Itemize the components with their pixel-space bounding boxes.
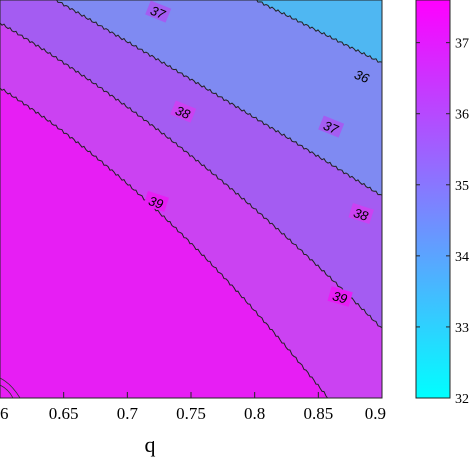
plot-area: 37 36 38 37 39 38 39: [0, 0, 382, 398]
svg-text:37: 37: [148, 3, 168, 23]
contour-label-37-right: 37: [318, 115, 345, 138]
svg-text:39: 39: [147, 193, 165, 212]
x-axis-label: q: [145, 432, 156, 457]
contour-label-36: 36: [349, 64, 376, 87]
x-tick-label: 6: [0, 404, 9, 423]
x-tick-label: 0.7: [117, 404, 139, 423]
svg-text:37: 37: [321, 118, 341, 138]
x-ticks: [0, 392, 383, 398]
x-tick-label: 0.9: [365, 404, 386, 423]
contour-line-38: [0, 22, 382, 329]
colorbar-tick-labels: 32 33 34 35 36 37: [455, 37, 469, 407]
corner-artifact: [0, 377, 21, 398]
svg-text:36: 36: [352, 67, 372, 87]
contour-line-39: [0, 87, 329, 398]
svg-text:38: 38: [173, 103, 193, 123]
colorbar-tick-label: 32: [455, 392, 469, 407]
colorbar-tick-label: 35: [455, 179, 469, 194]
x-tick-label: 0.65: [49, 404, 79, 423]
contour-line-36: [256, 0, 382, 64]
svg-text:39: 39: [331, 288, 349, 306]
x-tick-label: 0.75: [176, 404, 206, 423]
contour-label-39-mid: 39: [143, 190, 169, 213]
contour-label-39-right: 39: [327, 286, 353, 307]
colorbar-ticks: [416, 42, 450, 399]
x-tick-label: 0.8: [244, 404, 265, 423]
colorbar-tick-label: 37: [455, 37, 469, 52]
x-tick-label: 0.85: [303, 404, 333, 423]
svg-text:38: 38: [352, 205, 371, 224]
contour-label-38-mid: 38: [170, 100, 197, 123]
region-36-37: [55, 0, 382, 196]
contour-label-38-right: 38: [348, 202, 374, 224]
colorbar-tick-label: 36: [455, 108, 469, 123]
contour-line-37: [56, 0, 382, 197]
colorbar-tick-label: 33: [455, 321, 469, 336]
colorbar: 32 33 34 35 36 37: [415, 0, 469, 407]
contour-label-37-top: 37: [145, 0, 172, 23]
colorbar-tick-label: 34: [455, 250, 469, 265]
colorbar-gradient: [415, 0, 451, 399]
x-tick-labels: 6 0.65 0.7 0.75 0.8 0.85 0.9: [0, 404, 386, 423]
